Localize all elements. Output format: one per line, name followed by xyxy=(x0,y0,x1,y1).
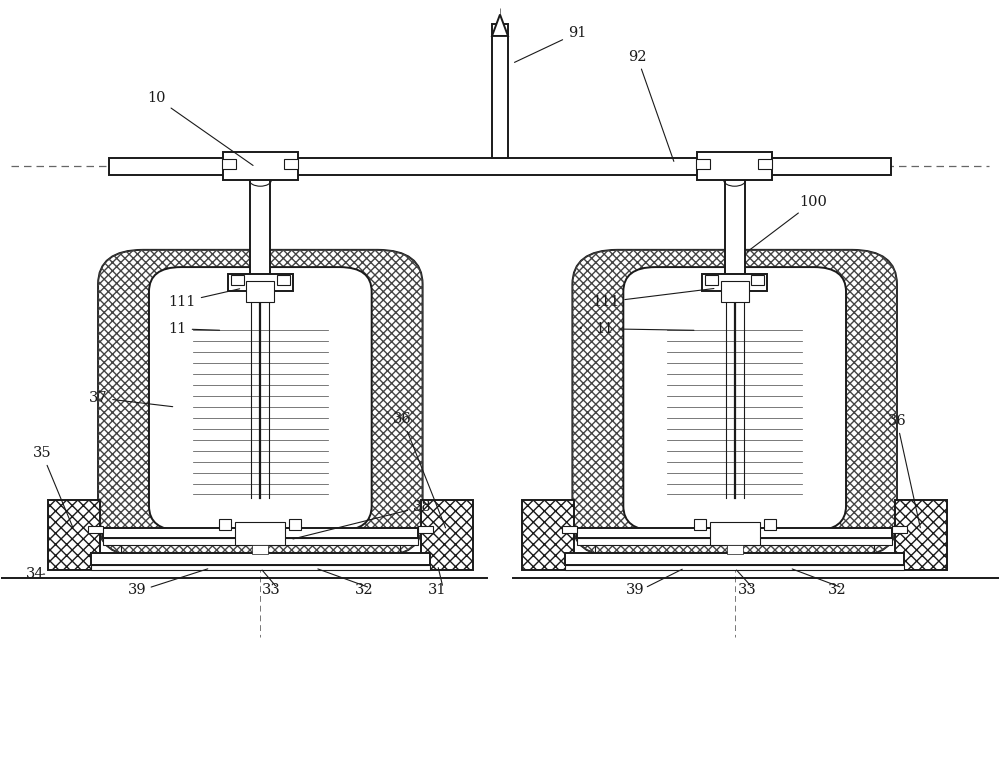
Bar xyxy=(522,500,574,571)
Bar xyxy=(725,174,745,288)
Bar xyxy=(565,553,904,565)
FancyBboxPatch shape xyxy=(623,267,846,531)
Bar xyxy=(751,275,764,285)
Bar xyxy=(231,275,244,285)
Bar xyxy=(246,280,274,302)
Text: 111: 111 xyxy=(168,289,240,309)
Bar xyxy=(696,159,710,170)
Bar xyxy=(48,500,100,571)
Text: 92: 92 xyxy=(628,50,674,161)
Text: 11: 11 xyxy=(595,322,694,336)
Text: 33: 33 xyxy=(738,583,756,598)
Text: 31: 31 xyxy=(428,583,447,598)
Bar xyxy=(562,526,577,534)
Text: 39: 39 xyxy=(626,583,644,598)
Bar xyxy=(250,174,270,288)
Bar xyxy=(565,565,904,571)
Bar xyxy=(421,500,473,571)
Text: 10: 10 xyxy=(147,91,253,165)
Bar xyxy=(91,565,430,571)
Bar xyxy=(284,159,298,170)
Bar xyxy=(577,538,892,545)
Bar xyxy=(702,274,767,291)
Text: .: . xyxy=(578,316,589,333)
Bar xyxy=(697,153,772,180)
Text: 11: 11 xyxy=(168,322,220,336)
Bar xyxy=(892,526,907,534)
Bar xyxy=(222,159,236,170)
Text: 37: 37 xyxy=(89,391,173,407)
Bar xyxy=(103,538,418,545)
Text: 33: 33 xyxy=(262,583,281,598)
Text: 32: 32 xyxy=(828,583,846,598)
Text: 36: 36 xyxy=(887,414,920,528)
Bar xyxy=(289,519,301,531)
Bar xyxy=(235,522,285,545)
FancyBboxPatch shape xyxy=(149,267,372,531)
Bar xyxy=(727,545,743,554)
Bar xyxy=(895,500,947,571)
Bar xyxy=(705,275,718,285)
Bar xyxy=(277,275,290,285)
Bar xyxy=(103,528,418,538)
Bar xyxy=(88,526,103,534)
Bar xyxy=(91,553,430,565)
Text: 100: 100 xyxy=(747,194,827,252)
Text: 34: 34 xyxy=(26,567,44,581)
Bar xyxy=(252,545,268,554)
Text: 38: 38 xyxy=(293,500,432,539)
Text: 35: 35 xyxy=(33,446,73,528)
Text: 32: 32 xyxy=(355,583,374,598)
Bar xyxy=(228,274,293,291)
Bar xyxy=(492,24,508,158)
Bar xyxy=(219,519,231,531)
Bar xyxy=(577,528,892,538)
Bar xyxy=(418,526,433,534)
Text: 91: 91 xyxy=(514,26,586,62)
FancyBboxPatch shape xyxy=(572,250,897,557)
FancyBboxPatch shape xyxy=(98,250,423,557)
Bar xyxy=(710,522,760,545)
Bar xyxy=(223,153,298,180)
Bar xyxy=(694,519,706,531)
Text: 36: 36 xyxy=(393,412,446,528)
Text: 111: 111 xyxy=(592,289,714,309)
Bar xyxy=(721,280,749,302)
Text: 39: 39 xyxy=(128,583,146,598)
Bar xyxy=(764,519,776,531)
Bar xyxy=(758,159,772,170)
Bar xyxy=(109,158,891,174)
Polygon shape xyxy=(492,15,508,36)
